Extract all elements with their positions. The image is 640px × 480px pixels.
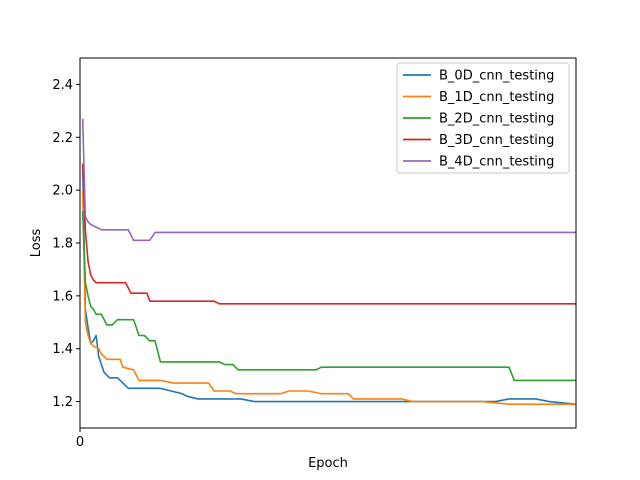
legend: B_0D_cnn_testing B_1D_cnn_testing B_2D_cnn…: [396, 62, 570, 174]
x-axis: 0: [76, 428, 84, 450]
legend-entry-label: B_0D_cnn_testing: [439, 69, 554, 84]
legend-box: [396, 62, 570, 174]
y-axis: 1.2 1.4 1.6 1.8 2.0 2.2 2.4: [52, 78, 80, 410]
x-tick-label: 0: [76, 435, 84, 450]
x-axis-label: Epoch: [308, 456, 348, 471]
y-tick-label: 2.0: [52, 184, 73, 199]
series-line-2: [81, 211, 576, 382]
y-tick-label: 1.4: [52, 342, 73, 357]
y-tick-label: 1.8: [52, 237, 73, 252]
y-axis-label: Loss: [29, 229, 44, 258]
legend-entry-label: B_1D_cnn_testing: [439, 90, 554, 105]
y-tick-label: 2.2: [52, 131, 73, 146]
legend-entry-label: B_2D_cnn_testing: [439, 112, 554, 127]
series-line-4: [81, 118, 576, 242]
legend-entry-label: B_3D_cnn_testing: [439, 133, 554, 148]
y-tick-label: 2.4: [52, 78, 73, 93]
plot-lines-layer: [81, 118, 577, 406]
legend-entry-label: B_4D_cnn_testing: [439, 155, 554, 170]
series-line-3: [81, 163, 576, 305]
series-line-1: [81, 190, 576, 406]
y-tick-label: 1.6: [52, 289, 73, 304]
y-tick-label: 1.2: [52, 395, 73, 410]
